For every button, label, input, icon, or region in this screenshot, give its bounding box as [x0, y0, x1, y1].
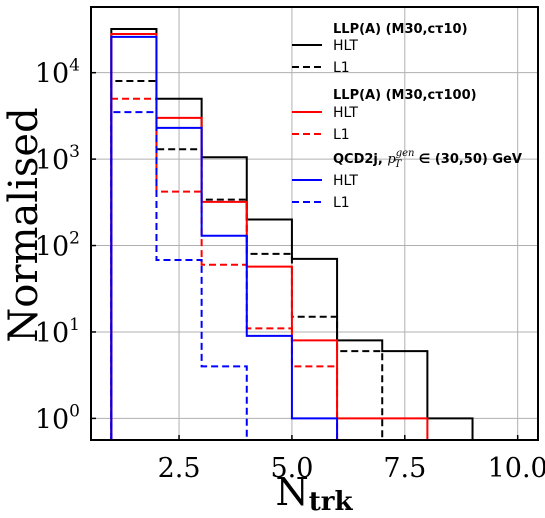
- x-axis-title-sub: trk: [309, 487, 354, 517]
- legend-entry-label: HLT: [333, 105, 358, 121]
- y-tick-base: 10: [35, 145, 69, 176]
- legend: LLP(A) (M30,cτ10) LLP(A) (M30,cτ100) QCD2j…: [292, 22, 522, 211]
- x-tick-label: 5.0: [270, 453, 313, 484]
- x-tick-label: 2.5: [158, 453, 201, 484]
- series-l1-g2: [110, 111, 248, 440]
- series-hlt-g2: [110, 35, 339, 440]
- y-tick-exponent: 0: [69, 401, 80, 421]
- y-tick-label: 101: [35, 315, 80, 349]
- legend-title-0: LLP(A) (M30,cτ10): [333, 22, 468, 37]
- y-tick-exponent: 4: [69, 56, 80, 76]
- y-tick-label: 103: [35, 142, 80, 176]
- legend-entry-label: L1: [333, 127, 350, 143]
- x-axis-ticks: 2.5 5.0 7.5 10.0: [158, 435, 545, 484]
- y-tick-exponent: 3: [69, 142, 80, 162]
- y-tick-exponent: 2: [69, 229, 80, 249]
- x-tick-label: 10.0: [488, 453, 545, 484]
- legend-entry-label: L1: [333, 60, 350, 76]
- y-tick-label: 100: [35, 401, 80, 435]
- x-axis-title-main: N: [276, 470, 309, 514]
- y-tick-label: 102: [35, 229, 80, 263]
- legend-entry-label: HLT: [333, 38, 358, 54]
- y-tick-label: 104: [35, 56, 80, 90]
- y-tick-exponent: 1: [69, 315, 80, 335]
- x-tick-label: 7.5: [383, 453, 426, 484]
- legend-entry-label: L1: [333, 195, 350, 211]
- legend-entry-label: HLT: [333, 173, 358, 189]
- x-axis-title: Ntrk: [276, 470, 354, 517]
- series-l1-g1: [110, 97, 339, 440]
- y-tick-base: 10: [35, 404, 69, 435]
- grid-lines: [91, 7, 538, 440]
- y-tick-base: 10: [35, 59, 69, 90]
- y-tick-base: 10: [35, 232, 69, 263]
- plot-frame: [90, 6, 539, 441]
- legend-title-2: QCD2j, pgen T ∈ (30,50) GeV: [333, 148, 522, 170]
- y-tick-base: 10: [35, 318, 69, 349]
- histogram-series: [110, 28, 474, 440]
- y-axis-title: Normalised: [1, 107, 47, 342]
- legend-title-1: LLP(A) (M30,cτ100): [333, 88, 477, 103]
